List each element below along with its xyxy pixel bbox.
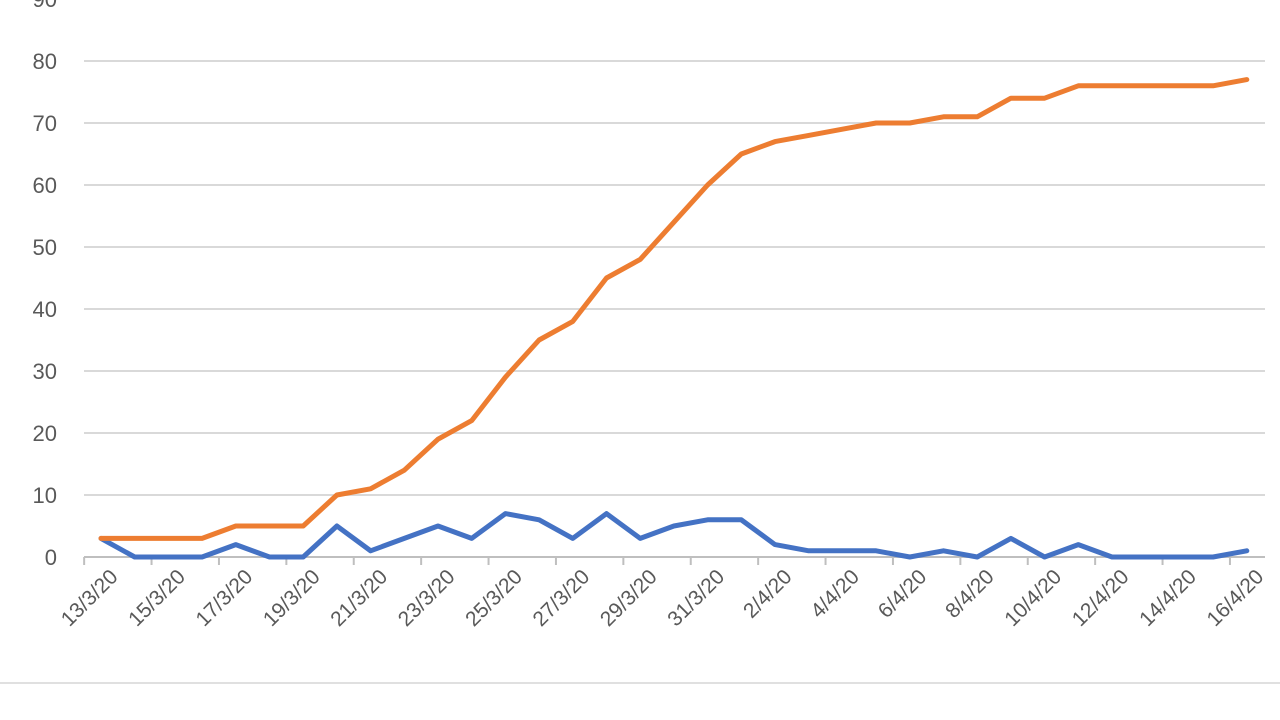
x-tick-label: 27/3/20 <box>529 565 595 631</box>
x-tick-label: 25/3/20 <box>461 565 527 631</box>
y-tick-label: 70 <box>33 111 57 136</box>
series-line-1 <box>98 511 1250 560</box>
x-tick-label: 12/4/20 <box>1068 565 1134 631</box>
x-axis <box>83 556 1265 565</box>
x-axis-ticks: 13/3/20 15/3/20 17/3/20 19/3/20 21/3/20 23/3/… <box>57 565 1269 631</box>
series-line-2 <box>98 77 1250 541</box>
x-tick-label: 19/3/20 <box>259 565 325 631</box>
y-tick-label: 0 <box>45 545 57 570</box>
y-tick-label: 80 <box>33 49 57 74</box>
y-axis-ticks: 0 10 20 30 40 50 60 70 80 90 <box>33 0 57 570</box>
x-tick-label: 6/4/20 <box>874 565 932 623</box>
x-tick-label: 21/3/20 <box>326 565 392 631</box>
x-tick-label: 29/3/20 <box>596 565 662 631</box>
x-tick-label: 10/4/20 <box>1000 565 1066 631</box>
y-tick-label: 90 <box>33 0 57 12</box>
x-tick-label: 23/3/20 <box>394 565 460 631</box>
gridlines <box>84 60 1265 496</box>
x-tick-label: 4/4/20 <box>806 565 864 623</box>
series-lines <box>98 77 1250 560</box>
y-tick-label: 20 <box>33 421 57 446</box>
x-tick-label: 16/4/20 <box>1203 565 1269 631</box>
y-tick-label: 30 <box>33 359 57 384</box>
x-tick-label: 8/4/20 <box>941 565 999 623</box>
y-tick-label: 60 <box>33 173 57 198</box>
y-tick-label: 40 <box>33 297 57 322</box>
x-tick-label: 14/4/20 <box>1135 565 1201 631</box>
x-tick-label: 31/3/20 <box>663 565 729 631</box>
x-tick-label: 15/3/20 <box>124 565 190 631</box>
y-tick-label: 50 <box>33 235 57 260</box>
x-tick-label: 17/3/20 <box>192 565 258 631</box>
y-tick-label: 10 <box>33 483 57 508</box>
x-tick-label: 13/3/20 <box>57 565 123 631</box>
x-tick-label: 2/4/20 <box>739 565 797 623</box>
